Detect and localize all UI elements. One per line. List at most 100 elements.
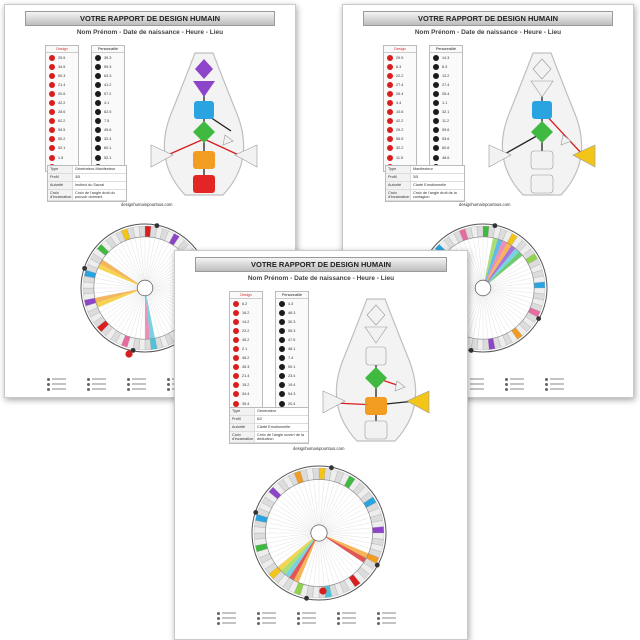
legend-item	[257, 611, 297, 615]
gate-row: 62.2	[46, 117, 78, 126]
planet-icon	[49, 90, 55, 97]
g-center	[193, 121, 215, 143]
planet-icon	[377, 621, 380, 625]
gate-value: 21.4	[58, 82, 66, 87]
legend-item	[297, 621, 337, 625]
planet-icon	[233, 336, 239, 343]
bodygraph	[150, 52, 258, 196]
gate-value: 48.1	[288, 347, 296, 352]
gate-row: 8.3	[430, 62, 462, 71]
info-row: Autorité Instinct du Sacral	[48, 182, 126, 190]
info-key: Croix d'incarnation	[230, 432, 255, 442]
wheel-segment	[144, 338, 152, 351]
planet-icon	[49, 54, 55, 61]
planet-icon	[433, 127, 439, 134]
ajna-center	[530, 80, 554, 98]
planet-icon	[387, 136, 393, 143]
gate-row: 26.4	[384, 89, 416, 98]
planet-marker	[536, 316, 542, 321]
planet-icon	[387, 109, 393, 116]
planet-icon	[217, 621, 220, 625]
design-column: Design 6.2 16.2 14.2 22.2 45.2 2.1 46.2 45.3 21.…	[229, 291, 263, 419]
planet-icon	[87, 382, 90, 386]
gate-row: 6.2	[230, 299, 262, 308]
gate-value: 29.5	[396, 55, 404, 60]
gate-row: 7.4	[276, 354, 308, 363]
info-table: Type Manifesteur Profil 3/5 Autorité Clarté E…	[385, 165, 465, 202]
planet-marker	[329, 465, 334, 471]
activation-wedge	[289, 533, 319, 581]
gate-row: 23.4	[276, 372, 308, 381]
legend-item	[377, 621, 417, 625]
planet-icon	[49, 63, 55, 70]
spleen-center	[488, 144, 512, 168]
info-key: Type	[48, 166, 73, 173]
planet-icon	[49, 81, 55, 88]
legend-item	[377, 611, 417, 615]
gate-row: 42.2	[384, 117, 416, 126]
mandala-red-marker	[125, 350, 133, 358]
wheel-segment	[533, 281, 546, 289]
wheel-segment	[312, 467, 320, 480]
gate-row: 21.4	[230, 372, 262, 381]
gate-row: 28.6	[46, 108, 78, 117]
legend-item	[257, 616, 297, 620]
gate-value: 41.2	[104, 82, 112, 87]
g-center	[531, 121, 553, 143]
gate-row: 56.5	[384, 135, 416, 144]
info-row: Profil 3/5	[386, 174, 464, 182]
gate-row: 11.2	[430, 117, 462, 126]
root-center	[530, 174, 554, 194]
heart-center	[222, 134, 234, 146]
gate-value: 34.5	[58, 64, 66, 69]
planet-icon	[505, 387, 508, 391]
activation-wedge	[483, 237, 498, 288]
planet-icon	[95, 90, 101, 97]
planet-icon	[387, 72, 393, 79]
planet-icon	[337, 621, 340, 625]
info-row: Autorité Clarté Emotionnelle	[386, 182, 464, 190]
report-title: VOTRE RAPPORT DE DESIGN HUMAIN	[25, 11, 275, 26]
gate-value: 28.6	[58, 110, 66, 115]
mandala-red-marker	[319, 587, 327, 595]
report-subtitle: Nom Prénom - Date de naissance - Heure -…	[76, 29, 224, 36]
gate-value: 27.4	[396, 82, 404, 87]
gate-row: 26.4	[430, 89, 462, 98]
legend-item	[545, 382, 585, 386]
gate-value: 16.2	[242, 310, 250, 315]
planet-icon	[233, 346, 239, 353]
planet-icon	[167, 377, 170, 381]
gate-value: 47.5	[288, 337, 296, 342]
info-row: Profil 3/5	[48, 174, 126, 182]
gate-value: 32.4	[104, 137, 112, 142]
planet-icon	[95, 54, 101, 61]
gate-value: 4.3	[288, 301, 294, 306]
gate-value: 7.4	[288, 356, 294, 361]
planet-icon	[95, 136, 101, 143]
gate-value: 26.4	[442, 91, 450, 96]
planet-icon	[433, 136, 439, 143]
gate-value: 4.4	[396, 101, 402, 106]
gate-value: 42.2	[58, 101, 66, 106]
wheel-segment	[476, 225, 484, 238]
gate-row: 42.2	[46, 98, 78, 107]
planet-icon	[95, 127, 101, 134]
gate-row: 12.2	[430, 71, 462, 80]
planet-legend	[217, 611, 417, 625]
info-row: Type Générateur	[230, 408, 308, 416]
planet-icon	[127, 382, 130, 386]
gate-row: 6.3	[384, 62, 416, 71]
planet-icon	[95, 109, 101, 116]
gate-value: 6.3	[396, 64, 402, 69]
planet-icon	[279, 300, 285, 307]
gate-row: 32.1	[430, 108, 462, 117]
info-value: Instinct du Sacral	[75, 183, 105, 187]
legend-item	[257, 621, 297, 625]
legend-item	[297, 616, 337, 620]
gate-value: 20.6	[58, 91, 66, 96]
gate-row: 63.3	[92, 71, 124, 80]
gate-row: 47.5	[276, 335, 308, 344]
gate-row: 34.5	[46, 62, 78, 71]
gate-value: 56.5	[396, 137, 404, 142]
planet-marker	[492, 223, 498, 229]
